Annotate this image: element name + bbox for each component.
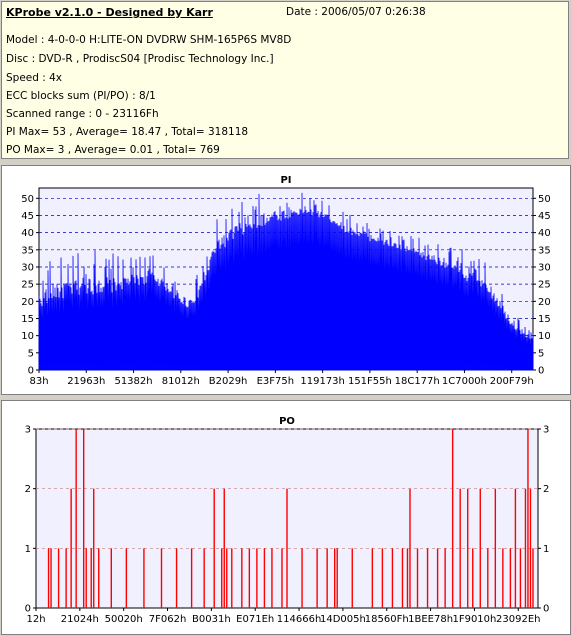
x-tick-label: 12h (26, 614, 45, 625)
y-tick-label: 35 (21, 245, 34, 256)
y-tick-label: 30 (21, 262, 34, 273)
x-tick-label: 1BEE78h (408, 614, 453, 625)
y-tick-label: 50 (21, 194, 34, 205)
x-tick-label: 81012h (162, 376, 200, 387)
x-tick-label: 83h (29, 376, 48, 387)
x-tick-label: 14D005h (320, 614, 366, 625)
y-tick-label: 20 (21, 297, 34, 308)
x-tick-label: B2029h (209, 376, 248, 387)
y-tick-label-right: 25 (538, 280, 551, 291)
ecc-blocks: ECC blocks sum (PI/PO) : 8/1 (6, 90, 156, 102)
y-tick-label: 40 (21, 228, 34, 239)
y-tick-label-right: 35 (538, 245, 551, 256)
po-chart: 0 0 1 1 2 2 3 3 12h 21024h 50020h 7F062h B0031h E071E… (25, 416, 550, 625)
x-tick-label: 200F79h (490, 376, 534, 387)
x-tick-label: 18C177h (395, 376, 440, 387)
y-tick-label: 2 (25, 484, 31, 495)
info-panel: KProbe v2.1.0 - Designed by Karr Date : … (1, 1, 569, 159)
scan-speed: Speed : 4x (6, 72, 63, 84)
x-tick-label: 18560Fh (365, 614, 409, 625)
y-tick-label-right: 5 (538, 348, 544, 359)
y-tick-label: 0 (25, 604, 31, 615)
y-tick-label: 0 (28, 366, 34, 377)
x-tick-label: 21963h (67, 376, 105, 387)
pi-chart-panel: 0 0 5 5 10 10 15 15 20 20 25 25 30 30 35 35 40 40 45 45 50 50… (1, 165, 571, 395)
y-tick-label-right: 20 (538, 297, 551, 308)
app-title: KProbe v2.1.0 - Designed by Karr (6, 6, 213, 19)
scanned-range: Scanned range : 0 - 23116Fh (6, 108, 159, 120)
y-tick-label-right: 1 (543, 544, 549, 555)
y-tick-label-right: 3 (543, 425, 549, 436)
chart-title: PI (280, 175, 291, 186)
y-tick-label-right: 50 (538, 194, 551, 205)
x-tick-label: 7F062h (149, 614, 187, 625)
pi-series-area (38, 192, 534, 371)
x-tick-label: 50020h (105, 614, 143, 625)
x-tick-label: 1C7000h (442, 376, 487, 387)
x-tick-label: 119173h (300, 376, 345, 387)
y-tick-label: 25 (21, 280, 34, 291)
y-tick-label-right: 10 (538, 331, 551, 342)
disc-info: Disc : DVD-R , ProdiscS04 [Prodisc Techn… (6, 53, 274, 65)
x-tick-label: B0031h (192, 614, 231, 625)
y-tick-label-right: 0 (543, 604, 549, 615)
drive-model: Model : 4-0-0-0 H:LITE-ON DVDRW SHM-165P… (6, 34, 292, 46)
y-tick-label-right: 2 (543, 484, 549, 495)
y-tick-label-right: 40 (538, 228, 551, 239)
pi-stats: PI Max= 53 , Average= 18.47 , Total= 318… (6, 126, 249, 138)
pi-chart: 0 0 5 5 10 10 15 15 20 20 25 25 30 30 35 35 40 40 45 45 50 50… (21, 175, 551, 387)
po-stats: PO Max= 3 , Average= 0.01 , Total= 769 (6, 144, 220, 156)
y-tick-label: 3 (25, 425, 31, 436)
scan-date: Date : 2006/05/07 0:26:38 (286, 6, 426, 18)
y-tick-label: 1 (25, 544, 31, 555)
po-chart-panel: 0 0 1 1 2 2 3 3 12h 21024h 50020h 7F062h B0031h E071E… (1, 400, 571, 635)
y-tick-label-right: 15 (538, 314, 551, 325)
x-tick-label: 21024h (61, 614, 99, 625)
chart-title: PO (279, 416, 295, 427)
x-tick-label: 151F55h (348, 376, 392, 387)
x-tick-label: 114666h (277, 614, 322, 625)
x-tick-label: 51382h (114, 376, 152, 387)
y-tick-label: 5 (28, 348, 34, 359)
y-tick-label: 10 (21, 331, 34, 342)
y-tick-label: 15 (21, 314, 34, 325)
x-tick-label: E071Eh (236, 614, 274, 625)
y-tick-label: 45 (21, 211, 34, 222)
y-tick-label-right: 0 (538, 366, 544, 377)
x-tick-label: 23092Eh (496, 614, 540, 625)
y-tick-label-right: 30 (538, 262, 551, 273)
x-tick-label: E3F75h (257, 376, 295, 387)
x-tick-label: 1F9010h (452, 614, 496, 625)
y-tick-label-right: 45 (538, 211, 551, 222)
